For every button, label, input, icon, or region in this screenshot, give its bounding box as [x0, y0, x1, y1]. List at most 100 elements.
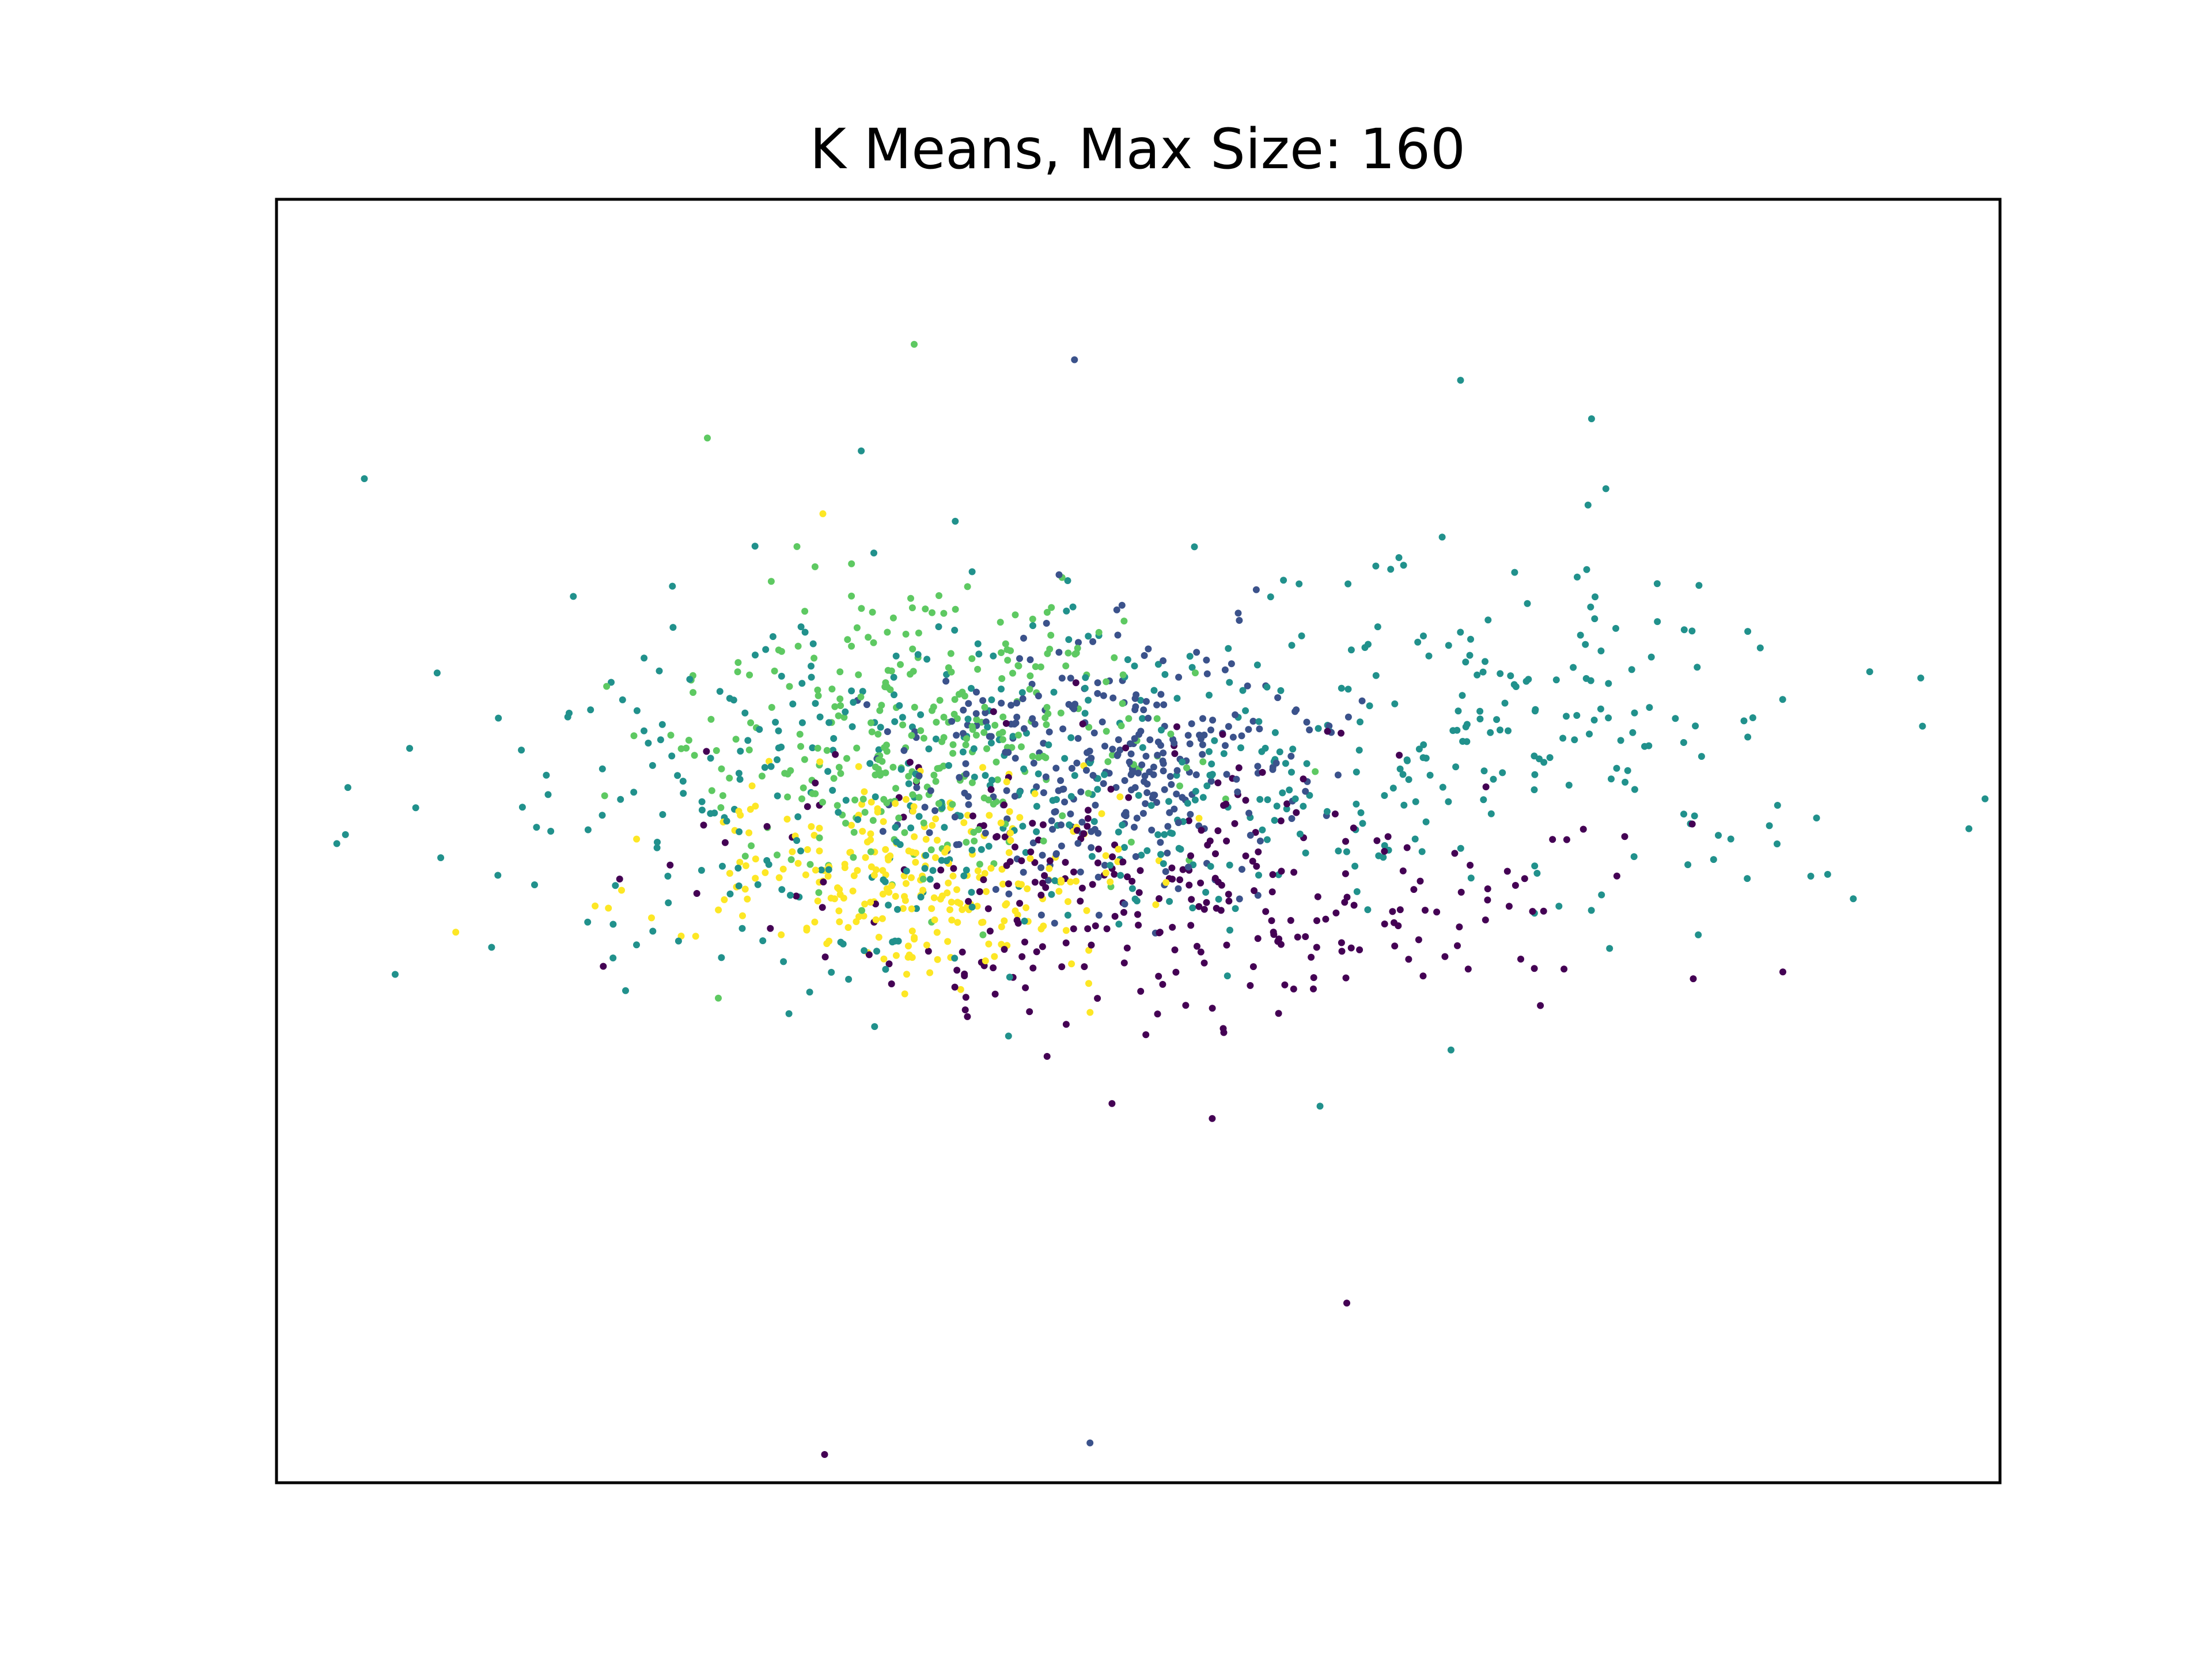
data-point — [855, 671, 862, 679]
data-point — [1094, 690, 1101, 697]
data-point — [1084, 815, 1092, 822]
data-point — [622, 987, 629, 994]
data-point — [794, 642, 802, 650]
data-point — [675, 937, 682, 945]
data-point — [1490, 775, 1497, 783]
data-point — [1405, 956, 1412, 963]
data-point — [980, 794, 988, 802]
data-point — [851, 796, 859, 804]
data-point — [1062, 927, 1070, 934]
data-point — [1353, 768, 1360, 776]
data-point — [1048, 891, 1055, 898]
data-point — [929, 609, 935, 616]
data-point — [1085, 724, 1093, 731]
data-point — [1824, 870, 1831, 878]
data-point — [878, 702, 885, 709]
data-point — [1571, 736, 1578, 744]
data-point — [1372, 672, 1380, 679]
data-point — [1033, 828, 1040, 835]
data-point — [911, 340, 918, 348]
data-point — [1374, 623, 1381, 631]
data-point — [1212, 850, 1219, 858]
data-point — [1107, 786, 1115, 793]
data-point — [1150, 763, 1157, 771]
data-point — [1214, 779, 1222, 786]
data-point — [1055, 888, 1063, 895]
data-point — [1531, 862, 1539, 870]
data-point — [819, 510, 827, 517]
data-point — [1484, 896, 1491, 904]
data-point — [690, 689, 697, 696]
data-point — [991, 953, 998, 960]
data-point — [1384, 833, 1392, 840]
data-point — [1077, 897, 1084, 905]
data-point — [876, 707, 884, 714]
data-point — [902, 897, 909, 904]
data-point — [848, 592, 855, 600]
data-point — [1043, 1052, 1051, 1060]
data-point — [609, 921, 617, 928]
data-point — [1749, 714, 1756, 721]
data-point — [1251, 887, 1258, 895]
data-point — [882, 965, 889, 973]
data-point — [1133, 815, 1141, 822]
data-point — [767, 925, 774, 932]
data-point — [988, 696, 995, 703]
data-point — [736, 858, 744, 866]
data-point — [1262, 908, 1270, 915]
data-point — [944, 938, 952, 945]
data-point — [1756, 644, 1764, 652]
data-point — [1300, 775, 1307, 783]
data-point — [998, 685, 1005, 693]
data-point — [1493, 716, 1501, 724]
data-point — [1088, 941, 1095, 949]
data-point — [853, 918, 860, 925]
data-point — [1680, 626, 1688, 634]
data-point — [1070, 705, 1078, 713]
data-point — [1225, 645, 1232, 652]
data-point — [879, 828, 887, 835]
data-point — [868, 728, 876, 736]
data-point — [868, 863, 875, 870]
data-point — [1073, 877, 1080, 885]
data-point — [1108, 751, 1116, 759]
data-point — [1016, 814, 1024, 821]
data-point — [913, 784, 921, 791]
data-point — [715, 906, 722, 914]
data-point — [1157, 741, 1164, 749]
data-point — [1238, 866, 1245, 873]
data-point — [843, 755, 850, 762]
data-point — [1184, 800, 1191, 807]
data-point — [961, 1006, 969, 1014]
data-point — [1563, 836, 1570, 843]
data-point — [1286, 786, 1293, 794]
data-point — [734, 865, 742, 872]
data-point — [1153, 799, 1160, 806]
data-point — [812, 779, 819, 787]
data-point — [872, 793, 879, 801]
data-point — [809, 640, 817, 647]
data-point — [1077, 788, 1085, 796]
data-point — [1196, 732, 1203, 739]
data-point — [1277, 817, 1285, 824]
data-point — [816, 847, 823, 855]
data-point — [1052, 764, 1060, 772]
data-point — [1123, 944, 1131, 952]
data-point — [1482, 916, 1489, 923]
data-point — [942, 677, 950, 685]
data-point — [1167, 730, 1175, 738]
data-point — [1157, 839, 1164, 846]
data-point — [888, 980, 895, 987]
data-point — [1563, 713, 1570, 720]
data-point — [1774, 802, 1781, 809]
data-point — [867, 830, 874, 838]
data-point — [1202, 889, 1210, 896]
data-point — [659, 811, 666, 818]
data-point — [533, 824, 540, 831]
data-point — [1161, 831, 1168, 838]
data-point — [902, 630, 910, 638]
data-point — [1081, 710, 1089, 717]
data-point — [1351, 862, 1359, 870]
data-point — [1143, 789, 1151, 796]
data-point — [968, 846, 976, 854]
